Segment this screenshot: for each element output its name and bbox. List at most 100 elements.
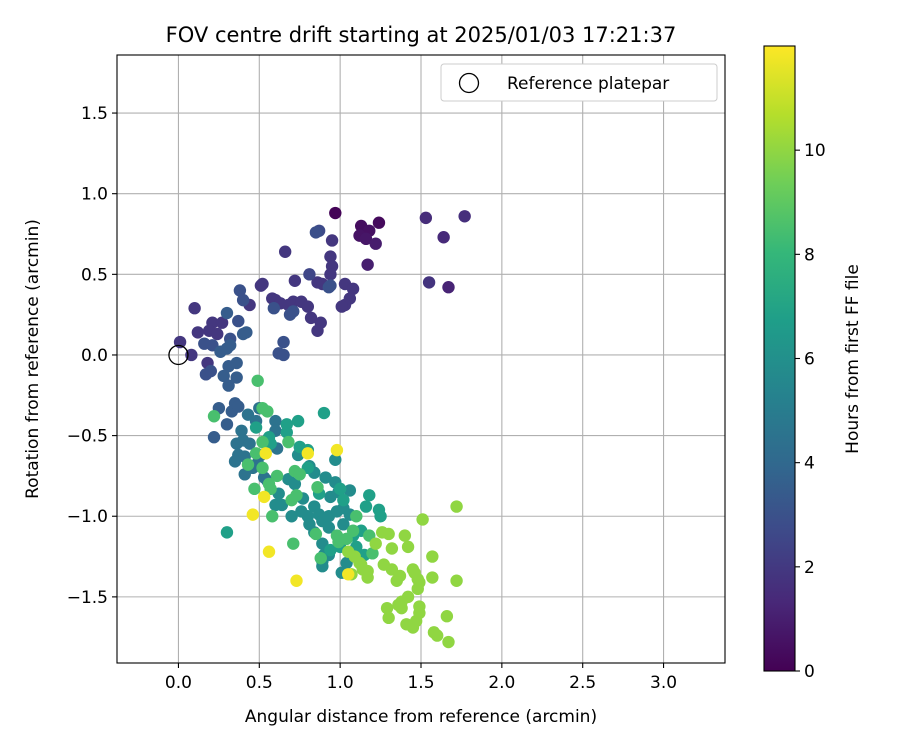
data-point xyxy=(257,490,271,504)
data-point xyxy=(354,558,368,571)
data-point xyxy=(269,414,282,428)
data-point xyxy=(256,435,269,449)
data-point xyxy=(287,305,300,318)
data-point xyxy=(220,418,234,431)
colorbar-tick-label: 8 xyxy=(804,245,815,265)
colorbar-tick-label: 10 xyxy=(804,141,826,161)
data-point xyxy=(366,547,379,560)
data-point xyxy=(411,582,424,596)
data-point xyxy=(232,314,245,328)
data-point xyxy=(346,524,360,537)
data-point xyxy=(317,406,331,420)
x-tick-label: 0.0 xyxy=(165,673,192,693)
data-point xyxy=(350,510,363,523)
y-tick-label: 1.5 xyxy=(81,104,108,124)
data-point xyxy=(241,458,255,471)
data-point xyxy=(230,356,243,370)
data-point xyxy=(217,369,230,383)
colorbar-tick-label: 2 xyxy=(804,558,815,578)
data-point xyxy=(342,568,355,581)
colorbar-gradient xyxy=(763,45,796,672)
legend-entry-reference: Reference platepar xyxy=(507,74,669,94)
data-point xyxy=(270,469,284,483)
reference-marker-layer xyxy=(168,344,189,366)
y-tick-label: −0.5 xyxy=(67,427,108,447)
data-point xyxy=(220,342,234,355)
data-point xyxy=(311,481,324,494)
data-point xyxy=(278,245,292,258)
data-point xyxy=(198,337,211,350)
chart-title: FOV centre drift starting at 2025/01/03 … xyxy=(166,23,677,47)
data-point xyxy=(393,569,407,583)
data-point xyxy=(359,232,373,246)
y-tick-label: −1.5 xyxy=(67,588,108,608)
data-point xyxy=(442,635,455,649)
data-point xyxy=(207,410,221,423)
data-point xyxy=(248,482,261,496)
data-point xyxy=(249,447,263,460)
data-point xyxy=(236,293,250,307)
data-point xyxy=(322,521,336,534)
x-axis-label: Angular distance from reference (arcmin) xyxy=(245,707,597,727)
data-point xyxy=(382,611,395,625)
data-point xyxy=(275,498,289,512)
data-point xyxy=(188,301,201,315)
y-tick-label: 0.5 xyxy=(81,265,108,285)
data-point xyxy=(293,468,306,481)
data-point xyxy=(419,211,433,225)
reference-platepar-marker xyxy=(168,344,189,366)
data-point xyxy=(291,414,305,428)
x-tick-label: 2.0 xyxy=(488,673,515,693)
data-point xyxy=(311,324,324,337)
data-point xyxy=(324,268,337,281)
data-point xyxy=(337,518,350,531)
data-point xyxy=(369,537,382,550)
data-point xyxy=(413,600,426,613)
data-point xyxy=(359,500,373,513)
data-point xyxy=(426,571,439,584)
data-point xyxy=(450,574,463,587)
data-point xyxy=(430,629,444,642)
data-point xyxy=(280,426,293,439)
x-axis-ticks: 0.0 0.5 1.0 1.5 2.0 2.5 3.0 xyxy=(165,663,677,693)
data-point xyxy=(382,527,395,541)
data-point xyxy=(282,435,295,449)
data-point xyxy=(232,400,245,413)
x-tick-label: 1.0 xyxy=(327,673,354,693)
colorbar-tick-label: 4 xyxy=(804,454,815,474)
data-point xyxy=(246,508,260,521)
colorbar-label: Hours from first FF file xyxy=(843,264,863,454)
data-point xyxy=(267,301,281,315)
data-point xyxy=(266,510,279,523)
data-point xyxy=(220,306,234,320)
data-point xyxy=(290,574,303,587)
data-point xyxy=(249,421,263,434)
y-tick-label: 0.0 xyxy=(81,346,108,366)
data-point xyxy=(380,601,394,615)
data-point xyxy=(325,234,339,247)
data-point xyxy=(363,489,376,502)
data-point xyxy=(277,348,290,362)
data-point xyxy=(243,437,256,450)
data-point xyxy=(450,500,463,513)
data-point xyxy=(304,311,318,325)
colorbar-ticks: 0 2 4 6 8 10 xyxy=(795,141,826,682)
data-point xyxy=(235,424,248,437)
data-point xyxy=(458,210,471,223)
data-point xyxy=(337,493,350,507)
data-point xyxy=(191,326,205,339)
data-point xyxy=(374,510,387,523)
data-point xyxy=(330,443,344,457)
data-point xyxy=(285,510,298,523)
legend-box xyxy=(440,63,718,102)
data-point xyxy=(361,571,374,584)
data-point xyxy=(319,471,332,484)
data-point xyxy=(230,371,243,384)
data-point xyxy=(251,374,264,387)
data-point xyxy=(220,526,234,539)
data-point xyxy=(329,206,342,220)
data-point xyxy=(259,447,272,460)
data-point xyxy=(309,527,323,541)
data-point xyxy=(333,482,347,496)
